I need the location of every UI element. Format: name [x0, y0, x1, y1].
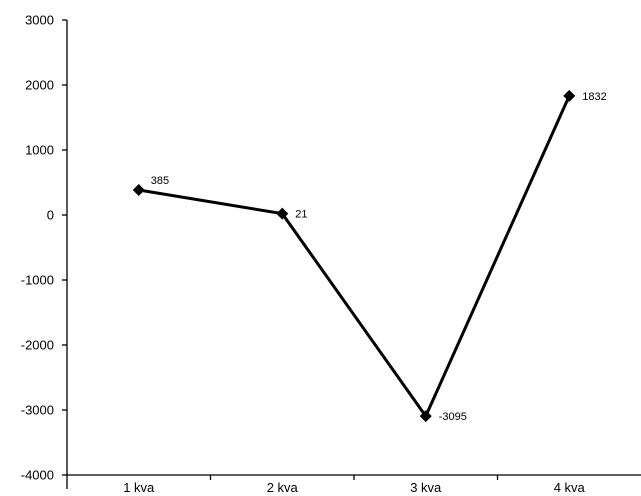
- labels-layer: 385 21 -3095 1832: [151, 91, 607, 423]
- y-tick-label: -4000: [21, 468, 54, 483]
- data-point-marker: [276, 207, 289, 220]
- x-tick-label: 2 kva: [267, 480, 299, 495]
- data-point-marker: [132, 183, 145, 196]
- data-point-marker: [419, 410, 432, 423]
- axes-layer: 3000 2000 1000 0 -1000 -2000 -3000 -4000 1 kva 2 …: [21, 13, 641, 495]
- x-tick-label: 1 kva: [123, 480, 155, 495]
- data-value-label: -3095: [439, 411, 467, 423]
- data-point-marker: [563, 89, 576, 102]
- y-tick-label: -2000: [21, 338, 54, 353]
- y-tick-label: 2000: [25, 78, 54, 93]
- y-tick-label: 3000: [25, 13, 54, 28]
- series-layer: [132, 89, 576, 423]
- y-tick-label: -3000: [21, 403, 54, 418]
- y-tick-label: 0: [47, 208, 54, 223]
- data-value-label: 1832: [582, 91, 606, 103]
- data-value-label: 21: [295, 209, 307, 221]
- y-tick-label: -1000: [21, 273, 54, 288]
- data-value-label: 385: [151, 175, 169, 187]
- series-line: [138, 95, 571, 418]
- y-tick-label: 1000: [25, 143, 54, 158]
- x-tick-label: 3 kva: [410, 480, 442, 495]
- x-tick-label: 4 kva: [554, 480, 586, 495]
